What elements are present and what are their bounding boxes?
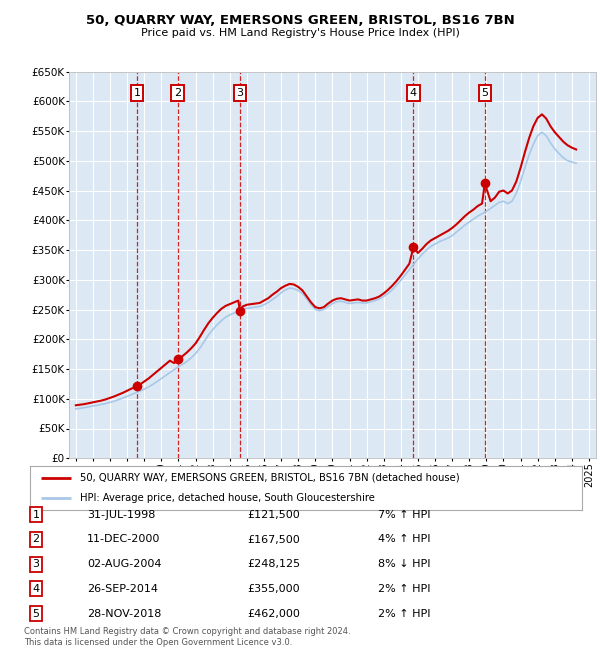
Text: £248,125: £248,125 [247,559,300,569]
Text: 28-NOV-2018: 28-NOV-2018 [87,608,161,619]
Text: 26-SEP-2014: 26-SEP-2014 [87,584,158,594]
Text: Contains HM Land Registry data © Crown copyright and database right 2024.
This d: Contains HM Land Registry data © Crown c… [24,627,350,647]
Text: 50, QUARRY WAY, EMERSONS GREEN, BRISTOL, BS16 7BN (detached house): 50, QUARRY WAY, EMERSONS GREEN, BRISTOL,… [80,473,460,483]
Text: HPI: Average price, detached house, South Gloucestershire: HPI: Average price, detached house, Sout… [80,493,374,503]
Text: 1: 1 [134,88,140,97]
Text: 1: 1 [32,510,40,520]
Text: £355,000: £355,000 [247,584,300,594]
Text: 2% ↑ HPI: 2% ↑ HPI [378,608,431,619]
Text: 3: 3 [236,88,244,97]
Text: 31-JUL-1998: 31-JUL-1998 [87,510,155,520]
Text: 4: 4 [32,584,40,594]
Text: 3: 3 [32,559,40,569]
Text: 5: 5 [481,88,488,97]
Text: 2: 2 [174,88,181,97]
Text: Price paid vs. HM Land Registry's House Price Index (HPI): Price paid vs. HM Land Registry's House … [140,28,460,38]
Text: 5: 5 [32,608,40,619]
Text: 11-DEC-2000: 11-DEC-2000 [87,534,160,545]
Text: 02-AUG-2004: 02-AUG-2004 [87,559,161,569]
Text: 50, QUARRY WAY, EMERSONS GREEN, BRISTOL, BS16 7BN: 50, QUARRY WAY, EMERSONS GREEN, BRISTOL,… [86,14,514,27]
Text: £462,000: £462,000 [247,608,300,619]
Text: 4: 4 [410,88,417,97]
Text: 2: 2 [32,534,40,545]
Text: 2% ↑ HPI: 2% ↑ HPI [378,584,431,594]
Text: 7% ↑ HPI: 7% ↑ HPI [378,510,431,520]
Text: 8% ↓ HPI: 8% ↓ HPI [378,559,431,569]
Text: £121,500: £121,500 [247,510,300,520]
Text: 4% ↑ HPI: 4% ↑ HPI [378,534,431,545]
Text: £167,500: £167,500 [247,534,300,545]
